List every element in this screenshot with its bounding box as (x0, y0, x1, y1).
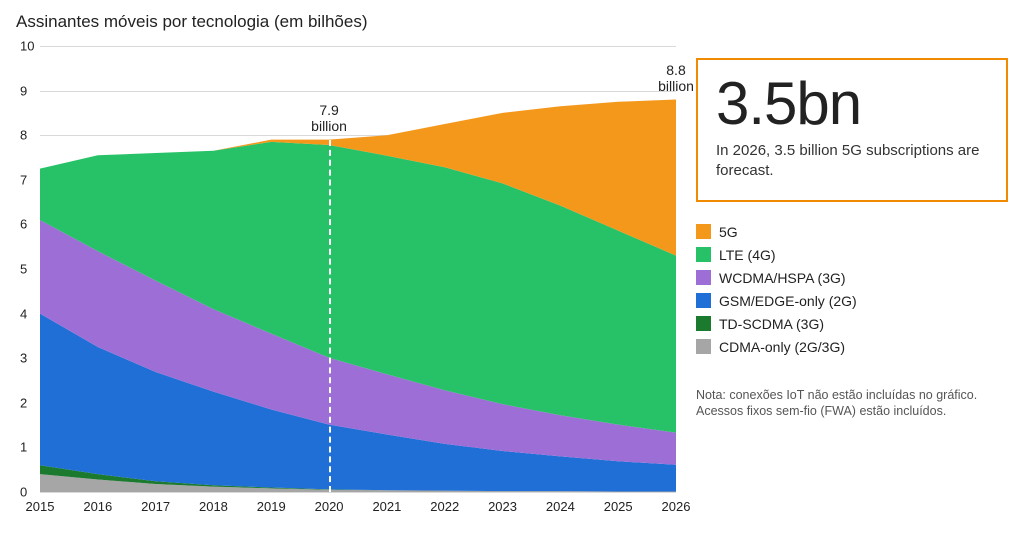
legend-item-5g: 5G (696, 224, 1008, 240)
legend-label: TD-SCDMA (3G) (719, 316, 824, 332)
x-tick-label: 2019 (257, 499, 286, 514)
legend-item-gsm: GSM/EDGE-only (2G) (696, 293, 1008, 309)
chart-title: Assinantes móveis por tecnologia (em bil… (16, 12, 676, 32)
annotation-label: 8.8billion (658, 62, 694, 96)
gridline (40, 492, 676, 493)
chart-note: Nota: conexões IoT não estão incluídas n… (696, 387, 1008, 421)
y-tick-label: 2 (20, 395, 27, 410)
legend-swatch (696, 270, 711, 285)
legend-item-tdscdma: TD-SCDMA (3G) (696, 316, 1008, 332)
callout-subtext: In 2026, 3.5 billion 5G subscriptions ar… (716, 141, 988, 182)
y-tick-label: 7 (20, 172, 27, 187)
y-tick-label: 4 (20, 306, 27, 321)
x-tick-label: 2020 (315, 499, 344, 514)
y-tick-label: 5 (20, 262, 27, 277)
x-tick-label: 2022 (430, 499, 459, 514)
y-tick-label: 6 (20, 217, 27, 232)
chart-area: 0123456789102015201620172018201920202021… (16, 46, 676, 516)
legend-item-wcdma: WCDMA/HSPA (3G) (696, 270, 1008, 286)
y-tick-label: 0 (20, 485, 27, 500)
legend-label: 5G (719, 224, 738, 240)
y-tick-label: 9 (20, 83, 27, 98)
legend: 5G LTE (4G) WCDMA/HSPA (3G) GSM/EDGE-only (… (696, 224, 1008, 355)
x-tick-label: 2015 (26, 499, 55, 514)
x-tick-label: 2023 (488, 499, 517, 514)
y-tick-label: 1 (20, 440, 27, 455)
y-tick-label: 10 (20, 39, 34, 54)
legend-swatch (696, 316, 711, 331)
callout-box: 3.5bn In 2026, 3.5 billion 5G subscripti… (696, 58, 1008, 202)
legend-item-cdma: CDMA-only (2G/3G) (696, 339, 1008, 355)
callout-headline: 3.5bn (716, 72, 988, 135)
y-tick-label: 8 (20, 128, 27, 143)
x-tick-label: 2018 (199, 499, 228, 514)
legend-item-lte: LTE (4G) (696, 247, 1008, 263)
legend-swatch (696, 224, 711, 239)
legend-swatch (696, 247, 711, 262)
x-tick-label: 2026 (662, 499, 691, 514)
x-tick-label: 2021 (372, 499, 401, 514)
legend-label: GSM/EDGE-only (2G) (719, 293, 857, 309)
legend-swatch (696, 339, 711, 354)
annotation-vline (329, 140, 331, 492)
y-tick-label: 3 (20, 351, 27, 366)
legend-label: LTE (4G) (719, 247, 776, 263)
legend-label: CDMA-only (2G/3G) (719, 339, 845, 355)
legend-swatch (696, 293, 711, 308)
x-tick-label: 2024 (546, 499, 575, 514)
annotation-label: 7.9billion (311, 102, 347, 136)
x-tick-label: 2025 (604, 499, 633, 514)
x-tick-label: 2016 (83, 499, 112, 514)
x-tick-label: 2017 (141, 499, 170, 514)
legend-label: WCDMA/HSPA (3G) (719, 270, 846, 286)
